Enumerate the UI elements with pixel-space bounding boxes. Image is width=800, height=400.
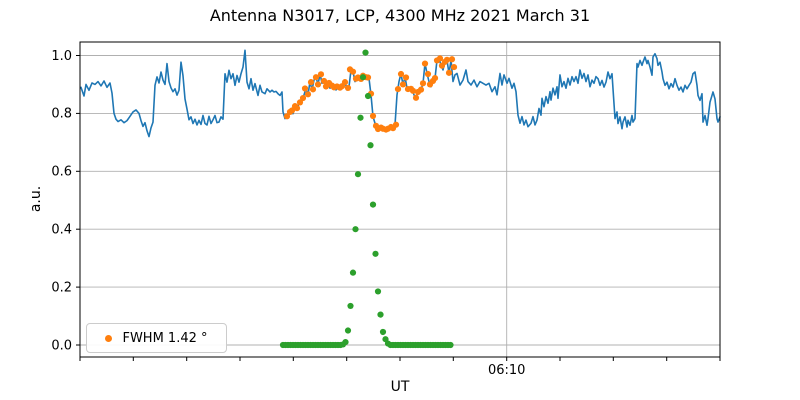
legend: FWHM 1.42 °: [86, 323, 227, 353]
FWHM 1.42 °-point: [412, 94, 420, 101]
FWHM 1.42 °-point: [402, 74, 410, 81]
legend-marker-dot-icon: [105, 334, 113, 342]
FWHM 1.42 °-point: [443, 56, 451, 63]
FWHM 1.42 °-point: [369, 112, 377, 120]
chart-title: Antenna N3017, LCP, 4300 MHz 2021 March …: [209, 6, 591, 25]
FWHM 1.42 °-point: [341, 79, 349, 86]
FWHM 1.42 °-point: [450, 63, 458, 71]
gaussian-beam-profile-point: [362, 49, 369, 56]
gaussian-beam-profile-point: [357, 114, 364, 121]
FWHM 1.42 °-point: [409, 87, 417, 94]
gaussian-beam-profile-point: [359, 74, 367, 81]
legend-label: FWHM 1.42 °: [122, 330, 208, 346]
gaussian-beam-profile-point: [352, 226, 359, 233]
FWHM 1.42 °-point: [293, 105, 301, 112]
y-tick-label: 0.8: [51, 107, 72, 122]
antenna-signal-line-series: [80, 49, 721, 138]
FWHM 1.42 °-point: [445, 69, 453, 76]
FWHM 1.42 °-point: [307, 79, 315, 86]
FWHM 1.42 °-point: [317, 71, 325, 78]
gaussian-beam-profile-point: [379, 328, 387, 336]
x-axis-label: UT: [390, 379, 410, 395]
FWHM 1.42 °-point: [397, 70, 405, 78]
FWHM 1.42 °-point: [349, 68, 357, 75]
y-tick-label: 0.4: [51, 222, 72, 237]
gaussian-beam-profile-point: [344, 327, 352, 334]
FWHM 1.42 °-point: [296, 99, 304, 106]
FWHM 1.42 °-point: [417, 86, 425, 93]
gaussian-beam-profile-point: [349, 269, 357, 276]
FWHM 1.42 °-point: [283, 113, 291, 120]
gaussian-beam-profile-point: [447, 341, 454, 349]
FWHM 1.42 °-point: [419, 80, 427, 87]
FWHM 1.42 °-point: [399, 81, 407, 88]
FWHM 1.42 °-point: [392, 121, 400, 128]
gaussian-beam-profile-point: [342, 339, 349, 346]
FWHM 1.42 °-point: [312, 74, 320, 81]
FWHM 1.42 °-point: [309, 86, 317, 93]
gaussian-beam-profile-point: [364, 92, 372, 100]
FWHM 1.42 °-point: [424, 70, 432, 78]
y-tick-label: 0.2: [51, 280, 72, 295]
FWHM 1.42 °-point: [436, 55, 444, 62]
FWHM 1.42 °-point: [299, 94, 307, 102]
FWHM 1.42 °-point: [421, 60, 429, 67]
gaussian-beam-profile-point: [347, 302, 354, 310]
FWHM 1.42 °-point: [344, 84, 352, 92]
FWHM 1.42 °-point: [364, 74, 372, 81]
gaussian-beam-profile-point: [377, 311, 384, 318]
y-tick-label: 0.0: [51, 338, 72, 353]
FWHM 1.42 °-point: [314, 81, 322, 88]
FWHM 1.42 °-point: [394, 85, 402, 93]
gaussian-beam-profile-point: [369, 201, 377, 208]
y-tick-label: 1.0: [51, 49, 72, 64]
gaussian-beam-profile-point: [374, 288, 382, 295]
FWHM 1.42 °-point: [431, 74, 439, 82]
FWHM 1.42 °-point: [301, 85, 309, 92]
FWHM 1.42 °-point: [304, 91, 312, 98]
x-tick-label: 06:10: [488, 363, 525, 378]
gaussian-beam-profile-point: [354, 171, 362, 178]
y-tick-label: 0.6: [51, 165, 72, 180]
FWHM 1.42 °-point: [448, 56, 456, 63]
gaussian-beam-profile-point: [372, 250, 379, 257]
y-axis-label: a.u.: [28, 185, 44, 213]
FWHM 1.42 °-point: [320, 77, 328, 85]
FWHM 1.42 °-point: [288, 107, 296, 114]
gaussian-beam-profile-point: [367, 142, 374, 149]
